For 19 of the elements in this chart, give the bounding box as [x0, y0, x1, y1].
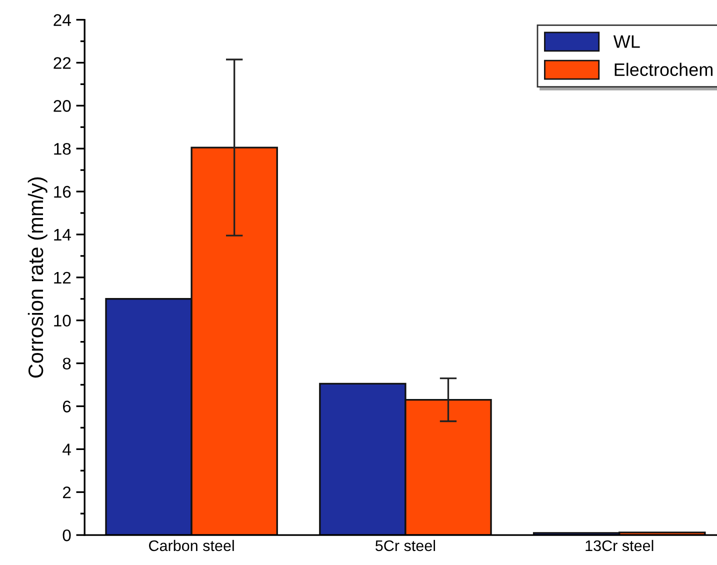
- y-tick-label: 18: [54, 142, 71, 155]
- legend-label: Electrochem: [614, 62, 712, 76]
- y-tick-label: 2: [62, 486, 71, 498]
- y-tick-label: 4: [62, 444, 71, 456]
- x-tick-label: 5Cr steel: [376, 540, 436, 552]
- y-tick-label: 12: [54, 272, 71, 284]
- y-tick-label: 16: [54, 186, 71, 198]
- y-tick-label: 10: [54, 314, 71, 327]
- y-axis-title: Corrosion rate (mm/y): [28, 177, 48, 378]
- y-tick-label: 14: [54, 229, 71, 241]
- x-tick-label: 13Cr steel: [586, 540, 654, 552]
- y-tick-label: 0: [62, 529, 71, 542]
- legend-label: WL: [613, 35, 640, 48]
- y-tick-label: 20: [54, 100, 71, 112]
- y-tick-label: 6: [62, 400, 71, 412]
- y-tick-label: 8: [62, 358, 71, 370]
- x-tick-label: Carbon steel: [149, 540, 234, 552]
- y-tick-label: 22: [54, 57, 71, 69]
- y-tick-label: 24: [54, 14, 71, 26]
